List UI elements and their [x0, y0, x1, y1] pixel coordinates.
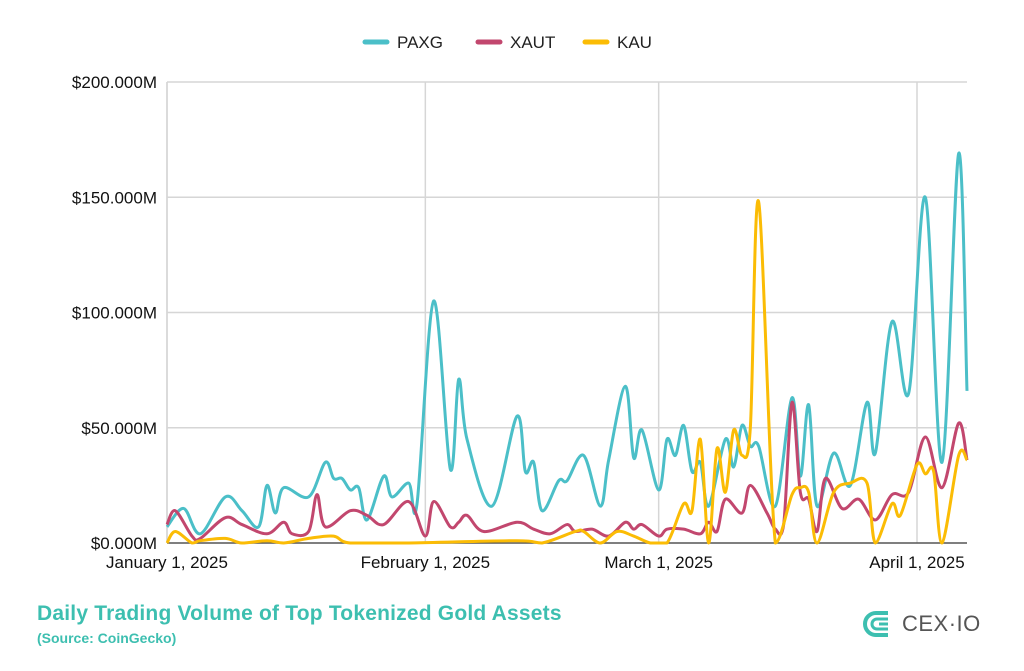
y-tick-label: $150.000M [72, 188, 157, 207]
grid [166, 81, 967, 544]
series-line-paxg [165, 151, 969, 536]
x-axis-ticks: January 1, 2025 February 1, 2025 March 1, … [106, 553, 965, 572]
chart-source: (Source: CoinGecko) [37, 630, 177, 646]
x-tick-label: January 1, 2025 [106, 553, 228, 572]
x-tick-label: February 1, 2025 [361, 553, 490, 572]
legend-label-kau: KAU [617, 33, 652, 52]
legend-label-paxg: PAXG [397, 33, 443, 52]
y-tick-label: $100.000M [72, 304, 157, 323]
legend-label-xaut: XAUT [510, 33, 555, 52]
logo-text: CEX·IO [902, 611, 981, 636]
line-chart: $0.000M $50.000M $100.000M $150.000M $200.00… [72, 33, 969, 572]
series-line-xaut [165, 400, 969, 542]
series-lines [165, 151, 969, 545]
y-tick-label: $200.000M [72, 73, 157, 92]
x-tick-label: April 1, 2025 [869, 553, 964, 572]
y-tick-label: $0.000M [91, 534, 157, 553]
cexio-logo: CEX·IO [862, 609, 981, 639]
y-tick-label: $50.000M [81, 419, 157, 438]
y-axis-ticks: $0.000M $50.000M $100.000M $150.000M $200.00… [72, 73, 157, 553]
cexio-logo-icon [863, 611, 888, 637]
legend: PAXG XAUT KAU [362, 33, 652, 52]
chart-title: Daily Trading Volume of Top Tokenized Go… [37, 602, 562, 625]
x-tick-label: March 1, 2025 [604, 553, 713, 572]
series-line-kau [165, 199, 969, 545]
